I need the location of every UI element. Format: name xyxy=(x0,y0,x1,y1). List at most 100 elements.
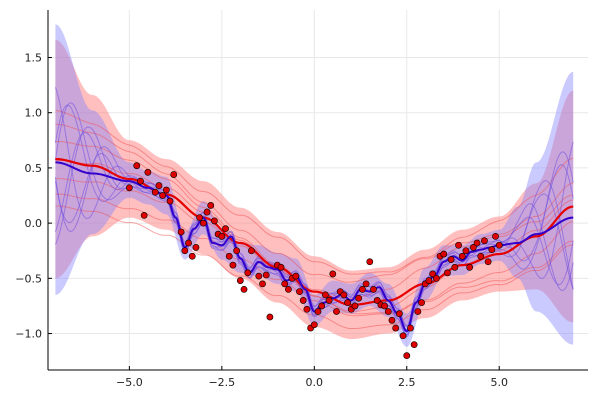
observation-point xyxy=(481,237,488,245)
observation-point xyxy=(414,308,422,315)
observation-point xyxy=(277,263,285,271)
observation-point xyxy=(388,316,396,324)
observation-point xyxy=(392,324,400,332)
observation-point xyxy=(211,217,218,225)
observation-point xyxy=(310,321,318,329)
observation-point xyxy=(259,280,266,288)
x-tick-label: 5.0 xyxy=(490,376,508,389)
x-tick-label: −2.5 xyxy=(208,376,235,389)
observation-point xyxy=(170,171,178,178)
observation-point xyxy=(199,219,207,227)
x-tick-label: −5.0 xyxy=(116,376,143,389)
y-tick-label: 1.0 xyxy=(25,107,43,120)
observation-point xyxy=(325,297,333,304)
wide-model-sample-curve xyxy=(55,193,574,317)
observation-point xyxy=(281,280,289,288)
flexible-model-sample-curve xyxy=(54,126,574,338)
observation-point xyxy=(366,258,374,266)
y-tick-label: −0.5 xyxy=(15,272,42,285)
observation-points xyxy=(125,162,503,360)
x-tick-label: 0.0 xyxy=(306,376,324,389)
observation-point xyxy=(477,252,485,260)
observation-point xyxy=(244,269,252,277)
wide-model-sample-curve xyxy=(55,109,574,275)
observation-point xyxy=(177,228,185,236)
observation-point xyxy=(233,247,241,255)
observation-point xyxy=(492,232,499,240)
y-tick-label: 0.0 xyxy=(25,217,43,230)
flexible-model-mean-curve xyxy=(55,161,574,333)
observation-point xyxy=(181,247,189,255)
observation-point xyxy=(333,308,340,315)
observation-point xyxy=(162,186,170,194)
observation-point xyxy=(248,247,255,255)
observation-point xyxy=(151,188,159,196)
y-tick-label: 0.5 xyxy=(25,162,43,175)
x-tick-labels: −5.0 −2.5 0.0 2.5 5.0 xyxy=(116,366,508,389)
observation-point xyxy=(488,246,496,254)
observation-point xyxy=(140,211,148,219)
observation-point xyxy=(429,270,437,278)
observation-point xyxy=(240,285,248,293)
observation-point xyxy=(185,239,192,247)
wide-model-confidence-band xyxy=(55,39,574,340)
observation-point xyxy=(314,308,322,315)
observation-point xyxy=(321,291,329,299)
observation-point xyxy=(381,302,388,310)
axes xyxy=(47,10,588,371)
observation-point xyxy=(262,271,270,279)
observation-point xyxy=(455,241,462,249)
observation-point xyxy=(444,269,451,277)
observation-point xyxy=(222,225,229,233)
observation-point xyxy=(362,280,370,288)
observation-point xyxy=(318,302,326,310)
y-tick-labels: 1.5 1.0 0.5 0.0 −0.5 −1.0 xyxy=(15,51,52,341)
observation-point xyxy=(225,252,233,260)
observation-point xyxy=(296,288,303,295)
observation-point xyxy=(466,263,474,271)
observation-point xyxy=(432,274,440,282)
observation-point xyxy=(384,308,392,315)
observation-point xyxy=(451,263,459,271)
observation-point xyxy=(155,182,163,189)
observation-point xyxy=(462,247,470,255)
observation-point xyxy=(285,285,292,293)
wide-model-sample-curve xyxy=(55,205,574,330)
observation-point xyxy=(229,261,237,269)
observation-point xyxy=(425,277,433,284)
observation-point xyxy=(255,272,263,280)
observation-point xyxy=(418,299,425,307)
observation-point xyxy=(403,352,411,360)
y-tick-label: 1.5 xyxy=(25,51,43,64)
observation-point xyxy=(125,184,133,192)
observation-point xyxy=(358,285,366,293)
observation-point xyxy=(303,305,311,313)
observation-point xyxy=(203,208,211,216)
wide-model-sample-curve xyxy=(55,123,574,283)
observation-point xyxy=(344,299,351,307)
observation-point xyxy=(355,294,363,302)
wide-model-sample-curve xyxy=(55,159,574,312)
observation-point xyxy=(329,270,337,278)
observation-point xyxy=(340,291,348,299)
y-tick-label: −1.0 xyxy=(15,328,42,341)
wide-model-band-area xyxy=(55,39,574,340)
observation-point xyxy=(440,250,448,258)
observation-point xyxy=(188,252,196,260)
observation-point xyxy=(484,258,492,266)
observation-point xyxy=(192,244,200,251)
observation-point xyxy=(373,297,381,304)
observation-point xyxy=(218,232,226,240)
observation-point xyxy=(159,192,167,199)
observation-point xyxy=(236,277,244,284)
flexible-model-sample-curve xyxy=(54,102,574,336)
observation-point xyxy=(292,272,300,280)
observation-point xyxy=(495,241,503,249)
observation-point xyxy=(458,252,466,260)
observation-point xyxy=(469,244,477,251)
observation-point xyxy=(370,285,377,293)
x-tick-label: 2.5 xyxy=(398,376,416,389)
observation-point xyxy=(410,341,418,349)
observation-point xyxy=(351,302,359,310)
